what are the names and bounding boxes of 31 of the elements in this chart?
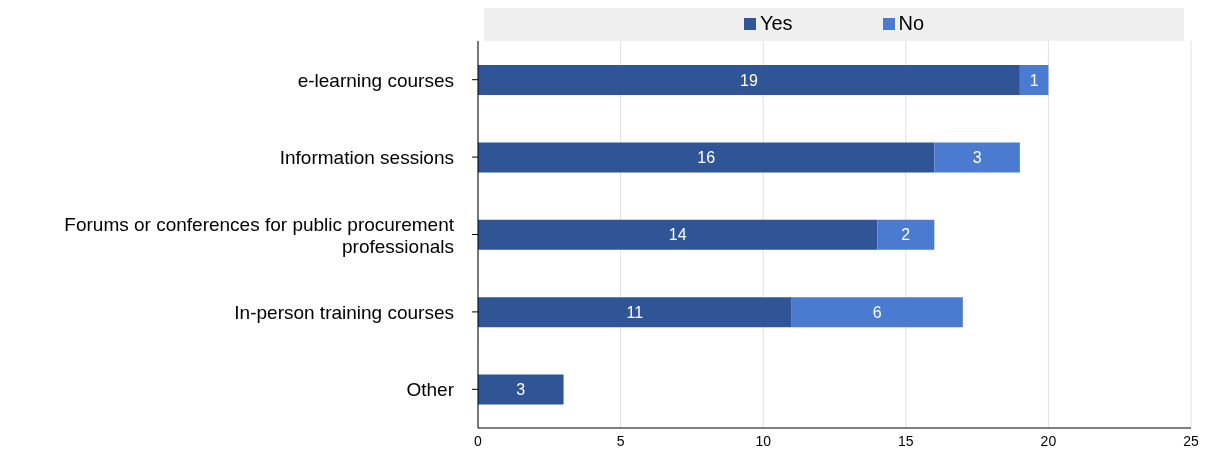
bar <box>478 219 878 250</box>
x-tick-label: 20 <box>1040 432 1057 449</box>
x-tick-label: 5 <box>616 432 625 449</box>
bar <box>1019 65 1049 95</box>
data-label: 14 <box>668 226 687 244</box>
y-tick-label: Information sessions <box>279 146 454 168</box>
bar <box>478 374 564 405</box>
data-label: 1 <box>1029 71 1039 89</box>
data-label: 3 <box>972 149 982 167</box>
legend-label: Yes <box>758 12 793 35</box>
legend-label: No <box>897 12 925 35</box>
y-tick-label: In-person training courses <box>234 301 454 323</box>
bar <box>877 219 935 250</box>
y-tick-label: Forums or conferences for public procurement professionals <box>64 213 455 256</box>
bar <box>478 297 792 328</box>
bar <box>791 297 963 328</box>
y-tick-label: Other <box>406 378 455 400</box>
bar <box>478 65 1020 95</box>
x-tick-label: 15 <box>898 432 914 449</box>
data-label: 3 <box>516 381 526 399</box>
data-label: 11 <box>626 303 644 321</box>
data-label: 6 <box>872 303 882 321</box>
x-tick-label: 0 <box>474 432 483 449</box>
data-label: 16 <box>697 149 716 167</box>
x-tick-label: 10 <box>755 432 772 449</box>
bar <box>478 142 935 173</box>
data-label: 2 <box>901 226 911 244</box>
data-label: 19 <box>740 71 758 89</box>
y-tick-label: e-learning courses <box>297 69 454 91</box>
bar <box>934 142 1020 173</box>
x-tick-label: 25 <box>1183 432 1199 449</box>
